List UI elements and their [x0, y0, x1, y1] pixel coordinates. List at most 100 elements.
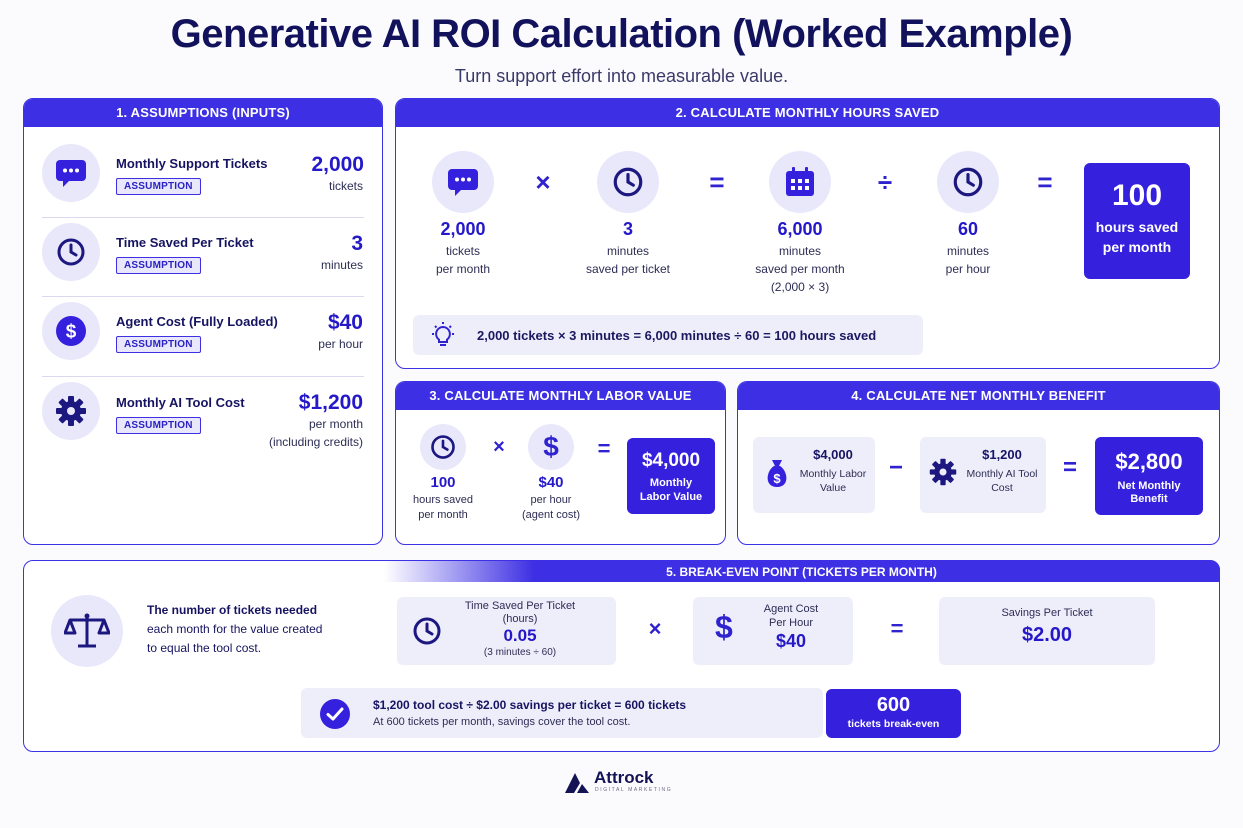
net-labor-box: $ $4,000 Monthly Labor Value [753, 437, 875, 513]
assumption-unit-time: minutes [320, 258, 363, 272]
svg-text:$: $ [773, 471, 781, 486]
assumption-label-time: Time Saved Per Ticket [116, 235, 254, 250]
labor-result: $4,000 Monthly Labor Value [627, 438, 715, 514]
clock-icon [57, 238, 85, 266]
clock-icon [431, 435, 455, 459]
labor-result-line1: Monthly [649, 477, 693, 489]
hours-result-value: 100 [1111, 179, 1163, 212]
assumptions-heading: 1. ASSUMPTIONS (INPUTS) [24, 99, 382, 127]
assumption-value-tickets: 2,000 [311, 153, 364, 176]
money-bag-icon: $ [767, 460, 787, 487]
multiply-operator: × [493, 436, 505, 458]
time-per-ticket-box: Time Saved Per Ticket (hours) 0.05 (3 mi… [397, 597, 616, 665]
step-line2: saved per month [755, 262, 845, 276]
labor-hours-line1: hours saved [413, 494, 473, 506]
step-value: 2,000 [440, 219, 486, 239]
step-line2: per hour [945, 262, 991, 276]
dollar-icon: $ [543, 431, 559, 462]
breakeven-desc-line2: each month for the value created [147, 622, 323, 636]
step-line2: per month [435, 262, 491, 276]
hours-formula-bar: 2,000 tickets × 3 minutes = 6,000 minute… [413, 315, 923, 355]
equals-operator: = [709, 167, 725, 197]
check-circle-icon [320, 699, 350, 729]
dollar-icon-circle: $ [528, 424, 574, 470]
calendar-icon-circle [769, 151, 831, 213]
time-label-2: (hours) [502, 613, 538, 625]
step-value: 3 [622, 219, 633, 239]
hours-result: 100 hours saved per month [1084, 163, 1190, 279]
hours-result-line2: per month [1102, 239, 1172, 255]
breakeven-formula-text: $1,200 tool cost ÷ $2.00 savings per tic… [373, 698, 687, 712]
step-per-hour: 60 minutes per hour [918, 219, 1018, 276]
net-result-line1: Net Monthly [1117, 480, 1181, 492]
savings-per-ticket-box: Savings Per Ticket $2.00 [939, 597, 1155, 665]
assumption-label-tickets: Monthly Support Tickets [116, 156, 268, 171]
assumption-unit-tickets: tickets [328, 179, 363, 193]
multiply-operator: × [648, 616, 662, 641]
assumption-unit-tool: per month [308, 417, 363, 431]
step-line3: (2,000 × 3) [770, 280, 830, 294]
svg-text:$: $ [66, 322, 77, 343]
net-tool-value: $1,200 [982, 447, 1022, 462]
time-note: (3 minutes ÷ 60) [483, 647, 557, 658]
labor-rate-value: $40 [538, 474, 564, 491]
savings-value: $2.00 [1021, 624, 1073, 646]
assumption-badge: ASSUMPTION [116, 417, 201, 434]
net-result: $2,800 Net Monthly Benefit [1095, 437, 1203, 515]
page-title: Generative AI ROI Calculation (Worked Ex… [170, 12, 1073, 56]
step-total-minutes: 6,000 minutes saved per month (2,000 × 3… [740, 219, 860, 294]
dollar-icon-circle: $ [42, 302, 100, 360]
labor-panel: 3. CALCULATE MONTHLY LABOR VALUE $ × = 1… [395, 381, 726, 545]
net-labor-value: $4,000 [813, 447, 853, 462]
net-heading: 4. CALCULATE NET MONTHLY BENEFIT [738, 382, 1219, 410]
labor-rate-line1: per hour [530, 494, 572, 506]
clock-icon-circle [42, 223, 100, 281]
time-value: 0.05 [503, 626, 537, 645]
equals-operator: = [890, 616, 904, 641]
labor-heading: 3. CALCULATE MONTHLY LABOR VALUE [396, 382, 725, 410]
scale-icon [64, 613, 110, 648]
equals-operator: = [1062, 454, 1077, 481]
net-tool-line2: Cost [991, 482, 1013, 494]
net-tool-line1: Monthly AI Tool [966, 468, 1038, 480]
equals-operator: = [1037, 167, 1053, 197]
savings-label: Savings Per Ticket [1001, 607, 1093, 619]
net-tool-box: $1,200 Monthly AI Tool Cost [920, 437, 1046, 513]
dollar-icon: $ [56, 316, 86, 346]
labor-result-line2: Labor Value [639, 491, 703, 503]
assumption-label-tool: Monthly AI Tool Cost [116, 395, 245, 410]
step-line1: minutes [778, 244, 822, 258]
breakeven-desc-line1: The number of tickets needed [147, 603, 318, 617]
assumption-unit-tool-note: (including credits) [268, 435, 363, 449]
labor-rate: $40 per hour (agent cost) [509, 474, 593, 521]
step-tickets: 2,000 tickets per month [413, 219, 513, 276]
step-line2: saved per ticket [585, 262, 671, 276]
net-labor-line2: Value [819, 482, 847, 494]
breakeven-formula-bar: $1,200 tool cost ÷ $2.00 savings per tic… [301, 688, 823, 738]
labor-hours-line2: per month [418, 509, 468, 521]
divider [42, 217, 364, 218]
chat-icon-circle [42, 144, 100, 202]
clock-icon-circle [937, 151, 999, 213]
scale-icon-circle [51, 595, 123, 667]
chat-icon [448, 169, 478, 196]
step-line1: minutes [606, 244, 650, 258]
breakeven-desc-line3: to equal the tool cost. [147, 641, 262, 655]
brand-tagline: DIGITAL MARKETING [595, 787, 673, 793]
assumption-value-time: 3 [351, 232, 363, 255]
agent-cost-label-2: Per Hour [768, 617, 814, 629]
assumption-value-agent: $40 [327, 311, 363, 334]
net-panel: 4. CALCULATE NET MONTHLY BENEFIT $ $4,00… [737, 381, 1220, 545]
divide-operator: ÷ [877, 167, 893, 197]
brand-name: Attrock [594, 768, 654, 787]
calendar-icon [786, 167, 814, 196]
net-tool-text: $1,200 Monthly AI Tool Cost [958, 447, 1046, 494]
assumptions-panel: 1. ASSUMPTIONS (INPUTS) Monthly Support … [23, 98, 383, 545]
step-value: 6,000 [777, 219, 823, 239]
clock-icon-circle [597, 151, 659, 213]
breakeven-formula-note: At 600 tickets per month, savings cover … [373, 716, 631, 728]
brand-logo: Attrock DIGITAL MARKETING [564, 768, 674, 798]
step-line1: tickets [445, 244, 480, 258]
divider [42, 296, 364, 297]
breakeven-panel: 5. BREAK-EVEN POINT (TICKETS PER MONTH) … [23, 560, 1220, 752]
